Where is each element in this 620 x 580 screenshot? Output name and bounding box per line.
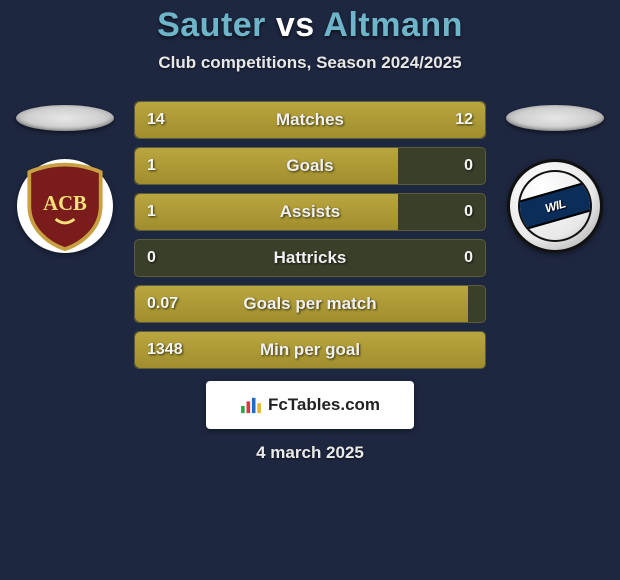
stat-row: 1 Assists 0 xyxy=(134,193,486,231)
stat-label: Hattricks xyxy=(274,248,347,268)
stat-label: Goals xyxy=(286,156,333,176)
vs-label: vs xyxy=(276,6,315,44)
badge-inner-ring: WIL xyxy=(518,170,592,242)
player-avatar-right xyxy=(506,105,604,131)
site-badge[interactable]: FcTables.com xyxy=(206,381,414,429)
bar-chart-icon xyxy=(240,396,262,414)
stat-value-right: 0 xyxy=(464,203,473,221)
player1-name: Sauter xyxy=(157,6,266,44)
shield-icon: ACB xyxy=(17,159,113,253)
bar-fill-left xyxy=(135,194,398,230)
stat-row: 0.07 Goals per match xyxy=(134,285,486,323)
stat-value-left: 1348 xyxy=(147,341,183,359)
stat-row: 0 Hattricks 0 xyxy=(134,239,486,277)
stat-bars: 14 Matches 12 1 Goals 0 1 Assists 0 0 Hattricks 0 0.… xyxy=(134,95,486,369)
stat-value-left: 1 xyxy=(147,157,156,175)
stat-label: Assists xyxy=(280,202,340,222)
date-label: 4 march 2025 xyxy=(256,443,364,463)
stat-label: Matches xyxy=(276,110,344,130)
stat-value-left: 14 xyxy=(147,111,165,129)
stat-row: 1 Goals 0 xyxy=(134,147,486,185)
stat-value-left: 1 xyxy=(147,203,156,221)
stat-row: 14 Matches 12 xyxy=(134,101,486,139)
stat-value-right: 0 xyxy=(464,157,473,175)
site-name: FcTables.com xyxy=(268,395,380,415)
stat-label: Min per goal xyxy=(260,340,360,360)
bar-fill-left xyxy=(135,148,398,184)
stat-value-right: 0 xyxy=(464,249,473,267)
badge-monogram: ACB xyxy=(43,193,87,215)
stat-value-right: 12 xyxy=(455,111,473,129)
left-column: ACB xyxy=(14,95,116,253)
player-avatar-left xyxy=(16,105,114,131)
comparison-card: Sauter vs Altmann Club competitions, Sea… xyxy=(0,0,620,580)
stat-row: 1348 Min per goal xyxy=(134,331,486,369)
player2-name: Altmann xyxy=(323,6,463,44)
team-badge-right: WIL xyxy=(507,159,603,253)
stat-label: Goals per match xyxy=(243,294,376,314)
stat-value-left: 0 xyxy=(147,249,156,267)
middle-row: ACB 14 Matches 12 1 Goals 0 1 Assists 0 0 Hattrick… xyxy=(0,95,620,369)
subtitle: Club competitions, Season 2024/2025 xyxy=(158,53,461,73)
stat-value-left: 0.07 xyxy=(147,295,178,313)
right-column: WIL xyxy=(504,95,606,253)
team-badge-left: ACB xyxy=(17,159,113,253)
page-title: Sauter vs Altmann xyxy=(157,6,463,45)
